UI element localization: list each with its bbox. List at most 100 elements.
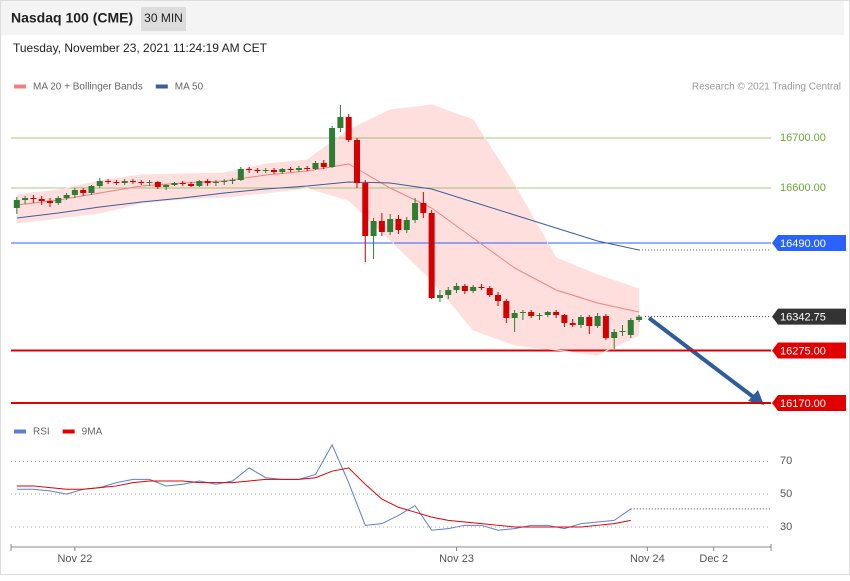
candle-body [345,117,352,140]
bollinger-band [16,105,640,355]
candle-body [304,168,311,169]
candle-body [445,290,452,295]
candle-body [221,181,228,182]
candle-body [246,169,253,170]
legend-label: RSI [33,427,50,438]
price-label: 16170.00 [780,398,826,410]
candle-body [196,181,203,186]
candle-body [38,199,45,201]
price-label: 16700.00 [780,132,826,144]
legend-label: MA 50 [175,82,204,93]
candle-body [412,203,419,220]
forecast-arrow [647,316,758,401]
candle-body [30,198,37,199]
candle-body [578,317,584,325]
x-tick-label: Nov 23 [439,553,474,565]
candle-body [611,332,618,338]
credit: Research © 2021 Trading Central [692,82,841,93]
instrument-title: Nasdaq 100 (CME) [11,10,133,26]
candle-body [478,287,485,288]
price-label-box [772,235,846,251]
candle-body [569,323,576,325]
candle-body [229,180,236,181]
candle-body [329,128,336,167]
candle-body [619,331,626,332]
candle-body [403,220,410,230]
x-tick-label: Nov 22 [57,553,92,565]
y-tick-label: 30 [780,521,792,533]
candle-body [436,295,443,298]
candle-body [553,312,560,315]
candle-body [138,182,145,183]
candle-body [378,221,385,232]
candle-body [13,200,20,208]
candle-body [519,312,526,313]
candle-body [22,198,29,200]
candle-body [312,163,319,169]
candle-body [503,301,510,318]
candle-body [279,169,286,172]
legend-label: MA 20 + Bollinger Bands [33,82,143,93]
y-tick-label: 50 [780,488,792,500]
candle-body [602,316,609,338]
candle-body [287,169,294,170]
candle-body [353,140,360,183]
candle-body [237,169,244,180]
candle-body [528,312,535,316]
candle-body [337,117,344,128]
candle-body [561,315,568,323]
legend-label: 9MA [82,427,103,438]
candle-body [71,190,78,195]
candle-body [370,221,377,236]
candle-body [96,181,103,186]
candle-body [63,195,70,198]
candle-body [544,312,551,315]
price-label: 16275.00 [780,345,826,357]
candle-body [320,163,327,167]
timestamp: Tuesday, November 23, 2021 11:24:19 AM C… [13,41,268,55]
candle-body [594,316,601,326]
candle-body [395,219,402,230]
price-label-box [772,395,846,411]
main-pane: MA 20 + Bollinger Bands MA 50 16700.00 1660… [11,82,846,411]
interval-box[interactable] [141,7,186,31]
x-tick-label: Nov 24 [630,553,665,565]
candle-body [163,185,170,187]
candle-body [387,219,394,232]
x-tick-label: Dec 2 [699,553,728,565]
price-label: 16342.75 [780,312,826,324]
price-label: 16600.00 [780,182,826,194]
legend-swatch [155,84,168,89]
candle-body [254,170,261,171]
candle-body [46,201,53,203]
candle-body [495,295,502,301]
candle-body [627,320,634,335]
candle-body [113,182,120,183]
legend-swatch [14,429,26,434]
price-label-box [772,308,846,325]
candle-body [536,315,543,316]
candle-body [262,170,269,171]
candle-body [428,213,435,298]
interval[interactable]: 30 MIN [144,11,183,25]
price-label: 16490.00 [780,238,826,250]
candle-body [511,313,518,318]
candle-body [204,181,211,183]
candle-body [295,168,302,170]
legend-swatch [14,84,26,89]
candle-body [146,182,153,183]
candle-body [88,186,95,193]
bollinger-lower [16,187,640,356]
legend-swatch [62,429,75,434]
candle-body [121,181,128,183]
candle-body [105,181,112,182]
candle-body [636,316,643,320]
candle-body [420,203,427,213]
candle-body [80,190,87,193]
candle-body [188,184,195,186]
y-tick-label: 70 [780,455,792,467]
candle-body [55,198,62,203]
indicator-line [16,443,632,531]
